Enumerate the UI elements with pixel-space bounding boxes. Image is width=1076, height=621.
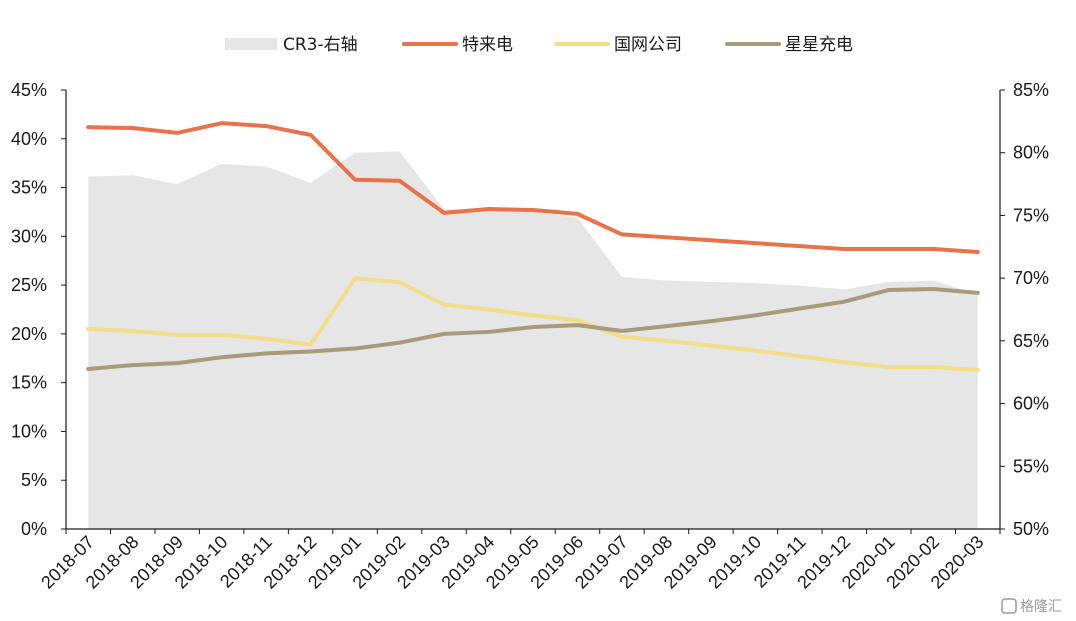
watermark: 格隆汇 — [1001, 598, 1062, 615]
legend-label: 星星充电 — [785, 35, 853, 55]
line-series — [86, 276, 980, 372]
y-left-tick-label: 40% — [11, 129, 47, 149]
y-right-tick-label: 50% — [1013, 519, 1049, 539]
y-right-tick-label: 60% — [1013, 394, 1049, 414]
lines-layer — [86, 121, 980, 372]
y-left-tick-label: 25% — [11, 275, 47, 295]
watermark-text: 格隆汇 — [1020, 599, 1062, 615]
legend-label: 国网公司 — [614, 35, 682, 55]
y-left-tick-label: 30% — [11, 226, 47, 246]
line-series — [86, 287, 980, 372]
y-right-tick-label: 75% — [1013, 205, 1049, 225]
y-right-tick-label: 80% — [1013, 143, 1049, 163]
y-right-tick-label: 85% — [1013, 80, 1049, 100]
area-layer — [88, 151, 978, 529]
watermark-logo-icon — [1001, 598, 1017, 614]
y-right-tick-label: 65% — [1013, 331, 1049, 351]
y-left-tick-label: 15% — [11, 373, 47, 393]
y-left-tick-label: 45% — [11, 80, 47, 100]
legend-swatch-area — [225, 38, 277, 50]
legend-label: CR3-右轴 — [283, 35, 358, 55]
y-left-tick-label: 35% — [11, 178, 47, 198]
y-left-tick-label: 20% — [11, 324, 47, 344]
line-series — [86, 121, 980, 254]
legend: CR3-右轴 特来电 国网公司 星星充电 — [225, 35, 853, 55]
area-series-cr3 — [88, 151, 978, 529]
y-left-tick-label: 10% — [11, 421, 47, 441]
legend-label: 特来电 — [462, 35, 513, 55]
y-left-tick-label: 5% — [21, 470, 47, 490]
y-right-tick-label: 55% — [1013, 456, 1049, 476]
y-left-tick-label: 0% — [21, 519, 47, 539]
y-right-tick-label: 70% — [1013, 268, 1049, 288]
